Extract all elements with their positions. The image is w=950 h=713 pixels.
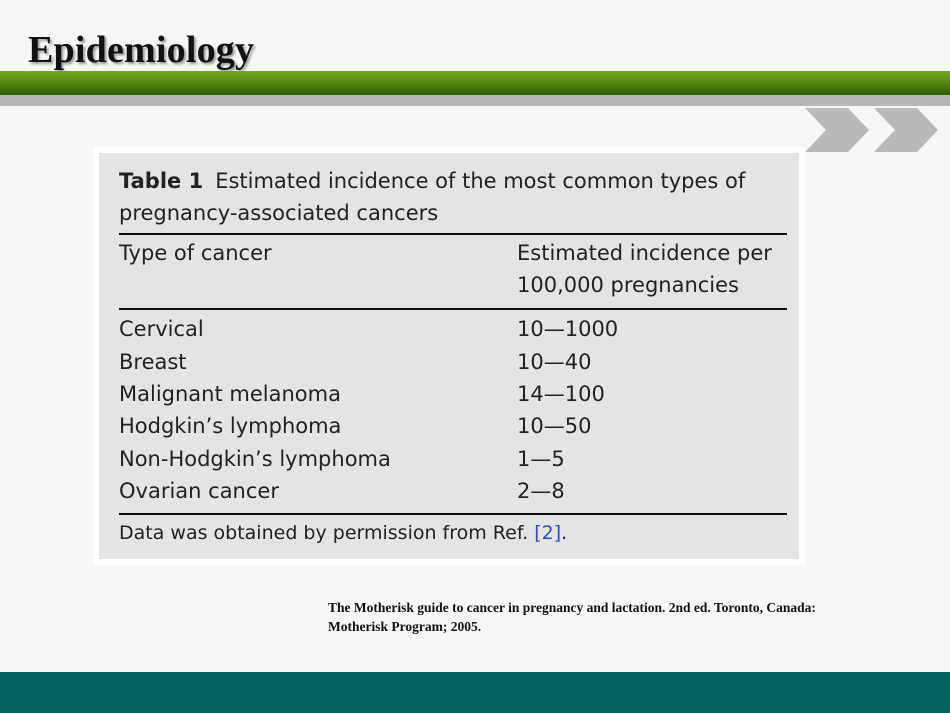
table-row: Non-Hodgkin’s lymphoma 1—5: [119, 443, 789, 475]
footnote-text: Data was obtained by permission from Ref…: [119, 522, 535, 544]
incidence-cell: 2—8: [517, 479, 565, 504]
cancer-type-cell: Cervical: [119, 317, 204, 342]
cancer-type-cell: Malignant melanoma: [119, 381, 341, 406]
cancer-type-cell: Ovarian cancer: [119, 479, 279, 504]
header-gray-bar: [0, 95, 950, 106]
incidence-cell: 10—50: [517, 414, 592, 439]
table-row: Cervical 10—1000: [119, 313, 789, 345]
table-caption: Table 1 Estimated incidence of the most c…: [119, 165, 789, 229]
column-header-type: Type of cancer: [119, 241, 272, 265]
footer-bar: [0, 672, 950, 713]
double-chevron-right-icon: [805, 108, 938, 152]
table-body: Cervical 10—1000 Breast 10—40 Malignant …: [119, 313, 789, 507]
incidence-cell: 14—100: [517, 381, 605, 406]
table-caption-label: Table 1: [119, 169, 204, 193]
table-bottom-rule: [119, 513, 787, 515]
table-top-rule: [119, 233, 787, 235]
footnote-period: .: [561, 522, 568, 544]
table-footnote: Data was obtained by permission from Ref…: [119, 517, 567, 549]
table-row: Hodgkin’s lymphoma 10—50: [119, 410, 789, 442]
table-header-rule: [119, 308, 787, 310]
incidence-cell: 10—1000: [517, 317, 619, 342]
cancer-type-cell: Non-Hodgkin’s lymphoma: [119, 446, 391, 471]
table-image: Table 1 Estimated incidence of the most c…: [93, 147, 805, 565]
slide-title: Epidemiology: [28, 29, 255, 71]
reference-link[interactable]: [2]: [534, 522, 562, 544]
table-row: Ovarian cancer 2—8: [119, 475, 789, 507]
table-panel: Table 1 Estimated incidence of the most c…: [99, 153, 799, 559]
cancer-type-cell: Breast: [119, 349, 187, 374]
incidence-cell: 10—40: [517, 349, 592, 374]
header-green-bar: [0, 71, 950, 95]
table-row: Breast 10—40: [119, 345, 789, 377]
incidence-cell: 1—5: [517, 446, 565, 471]
cancer-type-cell: Hodgkin’s lymphoma: [119, 414, 342, 439]
table-caption-text: Estimated incidence of the most common t…: [119, 169, 746, 225]
table-row: Malignant melanoma 14—100: [119, 378, 789, 410]
column-header-incidence: Estimated incidence per 100,000 pregnanc…: [517, 241, 772, 297]
citation-text: The Motherisk guide to cancer in pregnan…: [328, 600, 816, 634]
